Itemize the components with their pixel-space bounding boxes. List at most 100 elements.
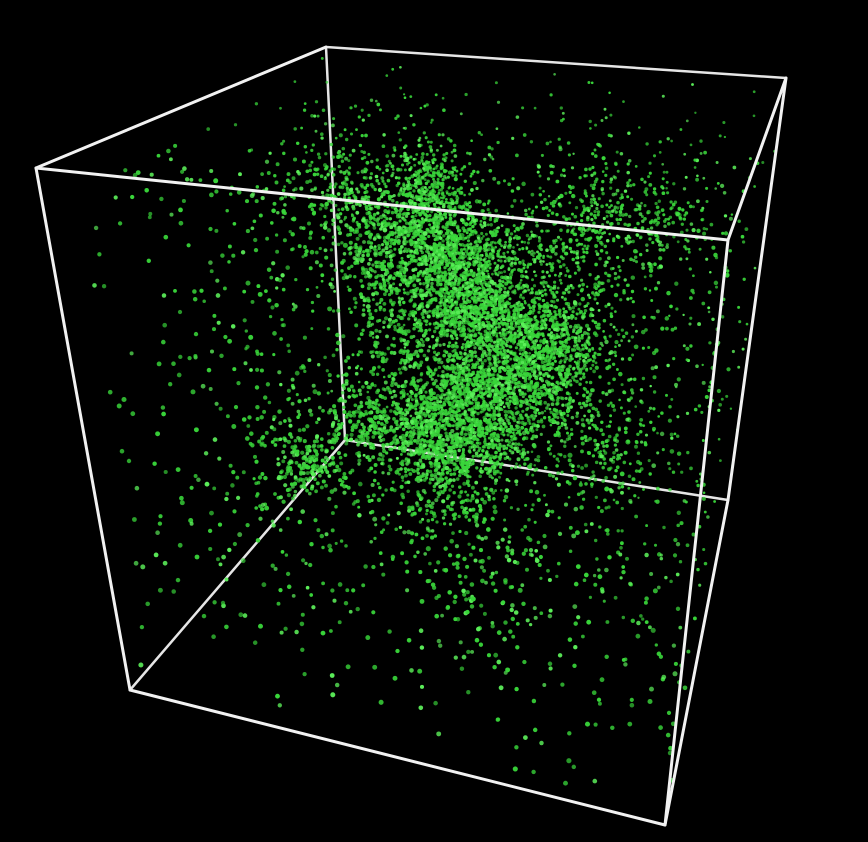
- particle: [425, 469, 430, 473]
- particle: [390, 164, 395, 169]
- particle: [157, 587, 163, 593]
- particle: [591, 319, 595, 323]
- particle: [452, 143, 457, 148]
- particle: [444, 431, 448, 435]
- particle: [542, 285, 546, 288]
- particle: [612, 455, 616, 460]
- particle: [622, 460, 627, 465]
- particle: [505, 340, 509, 344]
- particle: [479, 281, 483, 285]
- particle: [702, 231, 707, 236]
- particle: [332, 598, 337, 603]
- particle: [288, 459, 293, 464]
- particle: [669, 579, 673, 584]
- particle: [311, 444, 316, 449]
- particle: [207, 528, 213, 534]
- particle: [585, 390, 590, 394]
- particle: [357, 440, 362, 445]
- particle: [250, 226, 255, 231]
- particle: [230, 483, 235, 488]
- cube-edge-back-top-left: [324, 45, 788, 80]
- particle: [536, 455, 541, 459]
- particle: [362, 453, 366, 457]
- particle: [665, 732, 671, 738]
- particle: [510, 616, 515, 622]
- particle: [368, 312, 373, 317]
- particle: [320, 630, 326, 636]
- particle: [371, 336, 375, 339]
- particle: [686, 201, 690, 205]
- particle: [438, 411, 442, 414]
- particle: [447, 291, 451, 296]
- particle: [579, 505, 584, 510]
- particle: [502, 336, 506, 340]
- particle: [705, 186, 709, 190]
- particle: [225, 491, 230, 496]
- particle: [632, 183, 636, 187]
- particle: [381, 179, 385, 183]
- particle: [430, 377, 434, 381]
- particle: [471, 494, 475, 498]
- particle: [500, 224, 504, 228]
- particle: [744, 227, 749, 231]
- particle: [528, 422, 532, 425]
- particle: [464, 222, 469, 227]
- particle: [490, 147, 494, 151]
- particle: [516, 186, 521, 191]
- particle: [209, 269, 214, 274]
- particle: [715, 161, 719, 164]
- particle: [534, 350, 538, 354]
- particle: [331, 309, 336, 313]
- particle: [332, 117, 336, 121]
- particle: [645, 142, 649, 146]
- particle: [583, 414, 586, 418]
- particle: [607, 210, 612, 214]
- particle: [666, 363, 670, 368]
- particle: [179, 500, 185, 506]
- particle: [360, 284, 365, 289]
- particle: [344, 544, 348, 548]
- particle: [563, 502, 569, 507]
- particle: [430, 118, 434, 122]
- particle: [675, 307, 679, 311]
- particle: [464, 403, 468, 407]
- particle: [355, 236, 360, 241]
- particle: [411, 469, 416, 474]
- particle: [483, 157, 487, 162]
- particle: [273, 566, 278, 571]
- particle: [527, 207, 531, 211]
- particle: [545, 372, 549, 376]
- particle: [301, 558, 306, 563]
- particle: [512, 433, 516, 438]
- particle: [387, 629, 392, 634]
- particle: [582, 578, 587, 582]
- particle: [320, 448, 324, 452]
- particle: [718, 402, 723, 407]
- particle: [457, 409, 461, 413]
- particle: [436, 638, 442, 644]
- particle: [401, 331, 406, 336]
- particle: [572, 604, 578, 609]
- particle: [264, 159, 270, 164]
- particle: [604, 166, 609, 170]
- particle: [389, 258, 393, 262]
- particle: [653, 262, 657, 267]
- particle: [518, 260, 521, 264]
- particle: [534, 558, 540, 564]
- particle: [337, 422, 341, 426]
- particle: [620, 529, 624, 533]
- particle: [569, 250, 574, 254]
- particle: [688, 204, 693, 209]
- particle: [525, 456, 530, 461]
- particle: [658, 256, 663, 261]
- particle: [293, 439, 298, 443]
- particle: [281, 287, 286, 292]
- particle: [582, 208, 587, 212]
- particle: [589, 358, 592, 362]
- particle: [422, 353, 427, 358]
- particle: [375, 335, 380, 339]
- particle: [305, 169, 310, 174]
- particle: [468, 201, 472, 205]
- particle: [581, 497, 586, 501]
- particle: [496, 337, 500, 342]
